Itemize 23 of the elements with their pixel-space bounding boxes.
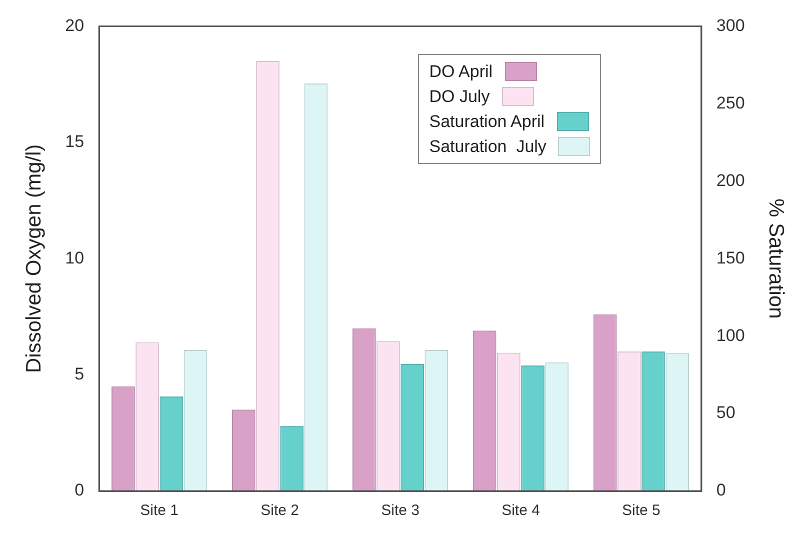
- y2-tick-label: 50: [716, 403, 736, 422]
- x-tick-label: Site 1: [140, 502, 179, 520]
- y2-axis-title: % Saturation: [764, 198, 788, 319]
- y2-tick-label: 0: [716, 480, 726, 500]
- legend-label: Saturation July: [429, 136, 546, 157]
- y2-tick-label: 200: [716, 170, 745, 190]
- x-tick-label: Site 2: [260, 502, 299, 520]
- y-tick-label: 20: [65, 16, 84, 35]
- x-tick-label: Site 4: [502, 502, 540, 520]
- y-tick-label: 10: [65, 248, 84, 268]
- y-axis-title: Dissolved Oxygen (mg/l): [22, 144, 46, 373]
- legend-label: DO April: [429, 62, 493, 82]
- y-tick-label: 5: [74, 364, 84, 384]
- x-tick-label: Site 3: [381, 502, 420, 520]
- y2-tick-label: 100: [716, 326, 745, 345]
- legend-label: DO July: [429, 86, 490, 107]
- y2-tick-label: 300: [716, 16, 745, 35]
- y2-tick-label: 150: [716, 248, 745, 268]
- y-tick-label: 15: [65, 132, 84, 152]
- x-tick-label: Site 5: [622, 502, 660, 520]
- y2-tick-label: 250: [716, 93, 745, 112]
- legend-label: Saturation April: [429, 112, 545, 132]
- y-tick-label: 0: [74, 480, 84, 500]
